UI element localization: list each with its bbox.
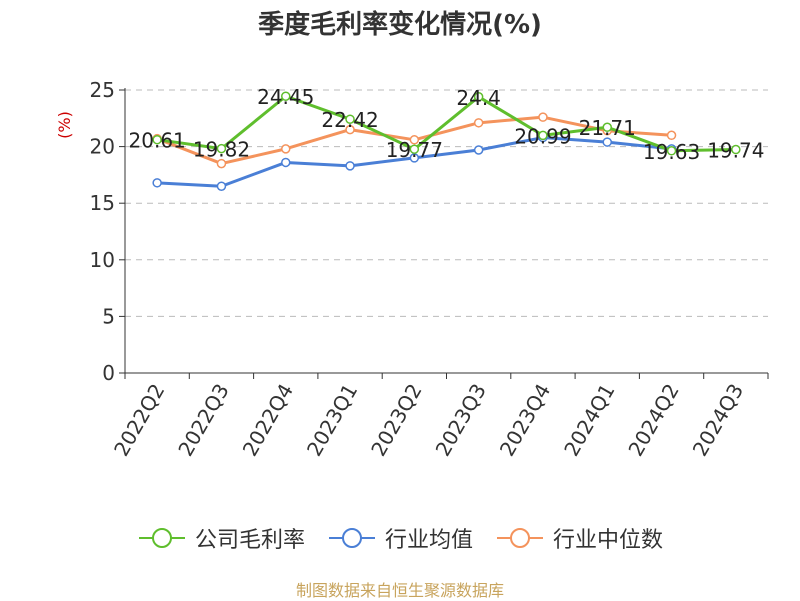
series-line [156, 94, 736, 153]
x-tick-label: 2024Q2 [623, 380, 683, 461]
x-tick-label: 2022Q3 [173, 380, 233, 461]
data-label: 22.42 [321, 108, 378, 132]
data-point [152, 178, 162, 188]
data-point [216, 143, 227, 154]
data-point [345, 124, 355, 135]
series-lines [152, 91, 741, 191]
data-point [152, 134, 162, 145]
x-tick-label: 2024Q1 [559, 380, 619, 461]
x-tick-label: 2022Q2 [109, 380, 169, 461]
data-label: 20.61 [129, 129, 186, 153]
y-tick-label: 15 [90, 191, 115, 215]
data-point [602, 122, 612, 132]
data-point [409, 144, 420, 154]
x-tick-label: 2024Q3 [688, 380, 748, 461]
x-tick-label: 2023Q1 [302, 380, 362, 461]
data-label: 20.99 [514, 124, 571, 148]
source-note: 制图数据来自恒生聚源数据库 [295, 581, 504, 600]
data-label: 19.82 [193, 138, 250, 162]
legend-item[interactable]: 行业均值 [327, 522, 473, 554]
data-point [409, 135, 420, 145]
y-tick-label: 5 [102, 304, 115, 328]
chart-title: 季度毛利率变化情况(%) [258, 10, 542, 40]
data-point [666, 146, 677, 156]
data-labels: 20.61 19.82 24.45 22.42 19.77 24.4 20.99 21.71 1… [129, 85, 765, 164]
legend-item[interactable]: 行业中位数 [495, 522, 663, 554]
data-point [216, 158, 227, 169]
legend: 公司毛利率 行业均值 行业中位数 [0, 518, 800, 558]
legend-marker-icon [138, 528, 185, 548]
data-point [281, 91, 291, 101]
legend-marker-icon [328, 528, 375, 548]
data-point [281, 144, 291, 154]
data-point [666, 130, 677, 141]
data-point [538, 112, 548, 122]
y-tick-label: 10 [90, 248, 115, 272]
data-point [281, 157, 291, 168]
data-point [473, 145, 484, 155]
data-point [345, 161, 355, 171]
x-tick-label: 2022Q4 [238, 380, 298, 461]
legend-circle [510, 528, 530, 548]
data-label: 19.74 [707, 139, 764, 163]
data-point [602, 137, 612, 147]
y-tick-label: 20 [90, 135, 115, 159]
data-label: 19.77 [386, 138, 443, 162]
data-point [473, 118, 484, 128]
x-tick-label: 2023Q4 [495, 380, 555, 461]
y-axis-unit: (%) [55, 111, 74, 139]
x-tick-label: 2023Q3 [431, 380, 491, 461]
legend-item[interactable]: 公司毛利率 [137, 522, 305, 554]
data-label: 24.4 [456, 86, 501, 110]
data-point [731, 144, 741, 155]
legend-circle [151, 528, 172, 548]
grid-lines [125, 89, 768, 317]
data-point [345, 114, 355, 124]
data-point [216, 181, 227, 191]
y-tick-label: 0 [102, 361, 115, 385]
legend-label: 行业中位数 [553, 528, 664, 553]
legend-label: 公司毛利率 [194, 528, 305, 553]
y-tick-label: 25 [90, 78, 115, 102]
legend-marker-icon [497, 528, 543, 548]
data-point [538, 130, 548, 141]
legend-circle [341, 528, 362, 548]
legend-label: 行业均值 [384, 528, 473, 553]
data-label: 19.63 [643, 140, 700, 164]
data-point [473, 92, 484, 102]
data-label: 21.71 [579, 116, 636, 140]
x-tick-label: 2023Q2 [366, 380, 426, 461]
data-label: 24.45 [257, 85, 314, 109]
